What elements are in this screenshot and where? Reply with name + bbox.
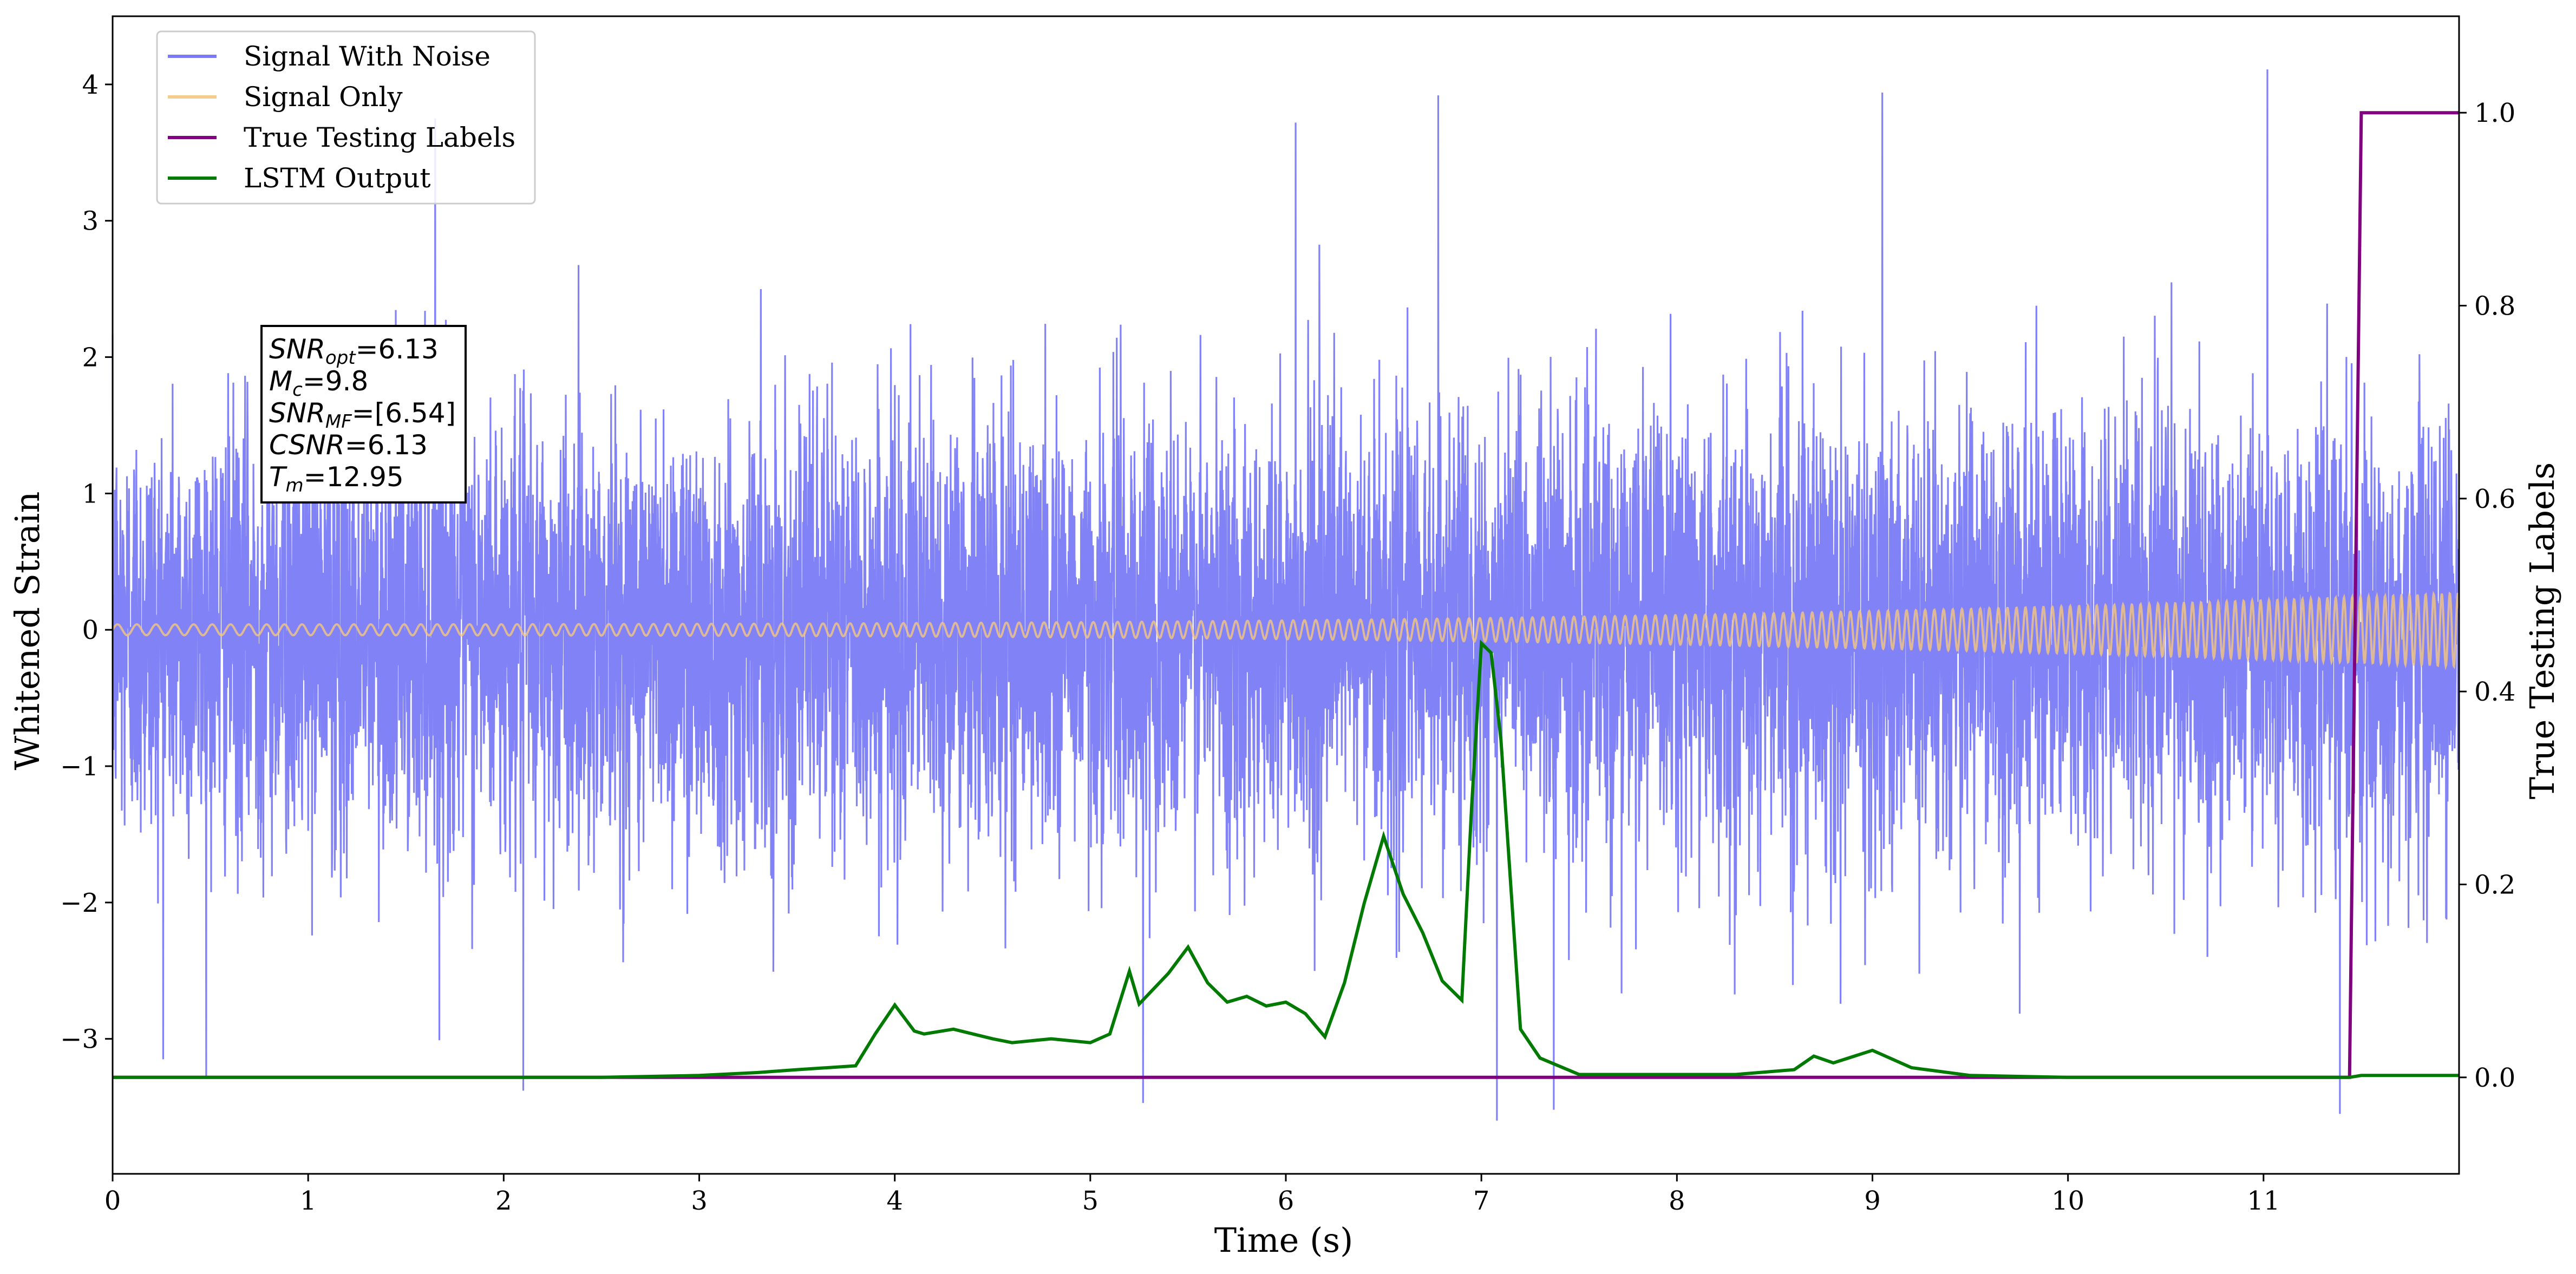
y-axis-title: Whitened Strain [8,492,47,770]
x-tick-label: 10 [2051,1186,2084,1216]
x-tick-label: 1 [300,1186,317,1216]
y2-tick-label: 0.2 [2474,870,2515,900]
annotation-box [260,325,467,504]
annotation-line: CSNR=6.13 [269,429,428,461]
legend-entry: Signal With Noise [244,41,491,72]
y2-tick-label: 0.0 [2474,1063,2515,1093]
x-ticks: 0 1 2 3 4 5 6 7 8 9 10 11 [104,1174,2280,1216]
x-tick-label: 4 [886,1186,903,1216]
annotation-line: Mc=9.8 [269,365,368,401]
annotation-line: Tm=12.95 [269,461,404,496]
y-tick-label: 4 [82,70,99,100]
x-tick-label: 6 [1278,1186,1294,1216]
x-tick-label: 8 [1669,1186,1685,1216]
x-tick-label: 3 [691,1186,708,1216]
y2-tick-label: 0.4 [2474,677,2515,707]
x-axis-title: Time (s) [1214,1220,1354,1260]
y2-ticks: 0.0 0.2 0.4 0.6 0.8 1.0 [2459,98,2515,1093]
y2-tick-label: 0.6 [2474,484,2515,514]
x-tick-label: 9 [1864,1186,1881,1216]
y-tick-label: 2 [82,343,99,373]
x-tick-label: 0 [104,1186,121,1216]
annotation-line: SNRMF=[6.54] [269,397,456,433]
y-tick-label: 0 [82,615,99,645]
signal-only-series [112,591,2460,671]
x-tick-label: 7 [1473,1186,1490,1216]
legend-box [156,30,536,205]
annotation-line: SNRopt=6.13 [269,334,439,369]
noise-series [112,69,2460,1121]
legend: Signal With Noise Signal Only True Testing… [156,30,536,205]
y-tick-label: 1 [82,479,99,509]
x-tick-label: 2 [495,1186,512,1216]
true-labels-line [113,111,2459,1079]
legend-entry: True Testing Labels [244,122,515,153]
signal-with-noise-line [112,69,2460,1121]
legend-entry: LSTM Output [244,162,430,194]
y-tick-label: 3 [82,206,99,237]
y-tick-label: −1 [60,752,99,782]
x-tick-label: 5 [1082,1186,1099,1216]
y2-axis-title: True Testing Labels [2522,462,2562,800]
x-tick-label: 11 [2247,1186,2280,1216]
parameter-annotation: SNRopt=6.13Mc=9.8SNRMF=[6.54]CSNR=6.13Tm… [260,325,467,504]
lstm-output-line [113,639,2459,1079]
y-tick-label: −3 [60,1024,99,1055]
y2-tick-label: 0.8 [2474,291,2515,322]
true-labels-series [113,111,2459,1079]
lstm-output-series [113,639,2459,1079]
y2-tick-label: 1.0 [2474,98,2515,128]
legend-entry: Signal Only [244,81,403,113]
y-ticks: −3 −2 −1 0 1 2 3 4 [60,70,113,1055]
signal-only-line [112,591,2460,671]
y-tick-label: −2 [60,888,99,918]
